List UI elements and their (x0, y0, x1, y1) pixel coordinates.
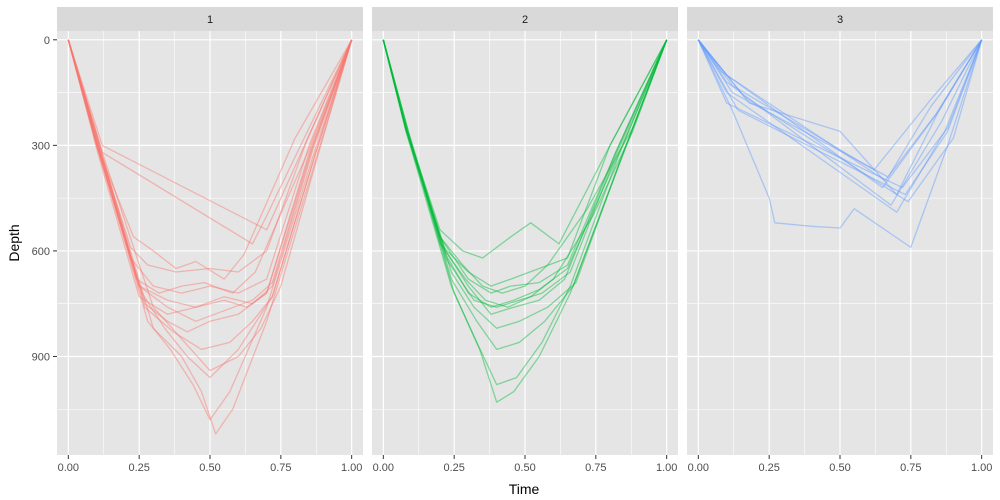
series-line-2-3 (382, 39, 668, 403)
series-line-1-6 (67, 39, 353, 421)
series-line-2-2 (382, 39, 668, 308)
x-tick-label: 0.50 (514, 462, 535, 474)
strip-background (57, 7, 363, 31)
series-line-1-9 (67, 39, 353, 280)
series-line-1-4 (67, 39, 353, 294)
x-tick-label: 0.00 (688, 462, 709, 474)
series-line-1-1 (67, 39, 353, 294)
series-line-3-7 (697, 39, 983, 196)
x-tick-label: 0.75 (900, 462, 921, 474)
series-line-3-2 (697, 39, 983, 189)
series-line-1-7 (67, 39, 353, 379)
strip-background (372, 7, 678, 31)
series-line-2-4 (382, 39, 668, 386)
panel-1: 1 0.00 0.25 0.50 0.75 1.00 (57, 7, 363, 474)
x-tick-label: 0.25 (443, 462, 464, 474)
series-line-3-9 (697, 39, 983, 182)
series-line-2-7 (382, 39, 668, 329)
strip-background (687, 7, 993, 31)
strip-label: 3 (837, 14, 843, 26)
series-line-2-12 (382, 39, 668, 308)
strip-label: 2 (522, 14, 528, 26)
x-tick-label: 0.25 (758, 462, 779, 474)
y-tick-label: 600 (32, 246, 50, 258)
series-line-2-11 (382, 39, 668, 294)
series-line-1-15 (67, 39, 353, 351)
strip-label: 1 (207, 14, 213, 26)
panel-3: 3 0.00 0.25 0.50 0.75 1.00 (687, 7, 993, 474)
y-tick-label: 0 (44, 35, 50, 47)
series-line-3-4 (697, 39, 983, 213)
x-tick-label: 1.00 (656, 462, 677, 474)
series-line-3-1 (697, 39, 983, 249)
series-line-3-10 (697, 39, 983, 203)
x-tick-label: 0.75 (585, 462, 606, 474)
x-tick-label: 0.75 (270, 462, 291, 474)
x-tick-label: 1.00 (971, 462, 992, 474)
x-tick-label: 1.00 (341, 462, 362, 474)
y-axis: 0 300 600 900 (32, 35, 57, 363)
series-line-3-6 (697, 39, 983, 189)
series-line-3-8 (697, 39, 983, 178)
series-line-1-8 (67, 39, 353, 372)
series-line-1-5 (67, 39, 353, 435)
series-line-1-3 (67, 39, 353, 333)
series-line-1-11 (67, 39, 353, 322)
panel-2: 2 0.00 0.25 0.50 0.75 1.00 (372, 7, 678, 474)
series-line-1-14 (67, 39, 353, 315)
series-line-1-2 (67, 39, 353, 308)
x-tick-label: 0.50 (199, 462, 220, 474)
series-line-2-1 (382, 39, 668, 294)
series-line-1-10 (67, 39, 353, 273)
y-tick-label: 900 (32, 351, 50, 363)
y-axis-title: Depth (6, 224, 22, 261)
series-line-2-8 (382, 39, 668, 287)
x-tick-label: 0.50 (829, 462, 850, 474)
series-line-1-12 (67, 39, 353, 231)
series-line-2-6 (382, 39, 668, 315)
y-tick-label: 300 (32, 140, 50, 152)
panels: 1 0.00 0.25 0.50 0.75 1.00 2 0.00 0.25 0.50 0.75 1.… (57, 7, 993, 474)
series-line-3-3 (697, 39, 983, 206)
series-line-3-11 (697, 39, 983, 196)
x-tick-label: 0.00 (373, 462, 394, 474)
series-line-3-5 (697, 39, 983, 171)
series-line-1-13 (67, 39, 353, 245)
series-line-2-10 (382, 39, 668, 351)
x-tick-label: 0.25 (128, 462, 149, 474)
x-axis-title: Time (509, 481, 540, 497)
series-line-2-5 (382, 39, 668, 259)
x-tick-label: 0.00 (58, 462, 79, 474)
series-line-2-9 (382, 39, 668, 308)
